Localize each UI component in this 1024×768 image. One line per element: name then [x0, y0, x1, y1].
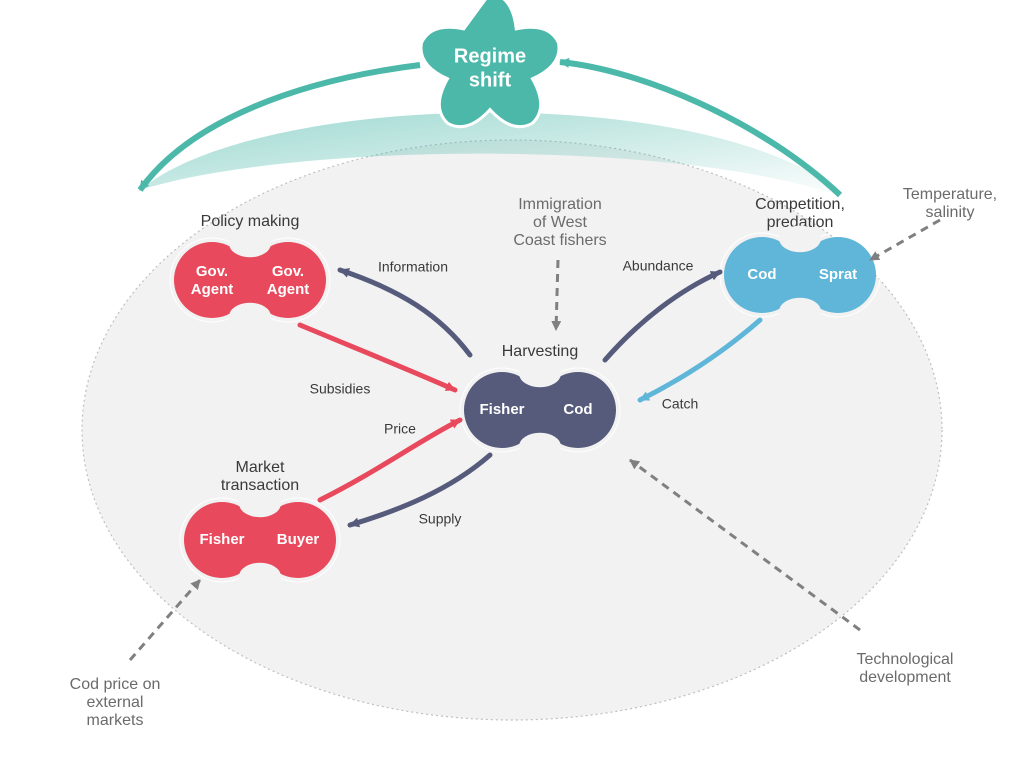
policy-right-2: Agent [267, 281, 310, 298]
ext-label-immigration-3: Coast fishers [513, 232, 606, 249]
arrow-label-subsidies: Subsidies [310, 381, 371, 397]
ext-arrow-temperature [870, 220, 940, 260]
ext-label-temperature-2: salinity [926, 204, 975, 221]
market-left: Fisher [199, 531, 244, 548]
ext-label-temperature-1: Temperature, [903, 186, 997, 203]
arrow-label-supply: Supply [419, 511, 462, 527]
policy-right-1: Gov. [272, 263, 304, 280]
arrow-label-information: Information [378, 259, 448, 275]
competition-left: Cod [747, 266, 776, 283]
regime-label-2: shift [469, 69, 512, 91]
ext-label-technology-2: development [859, 669, 951, 686]
policy-left-1: Gov. [196, 263, 228, 280]
arrow-label-price: Price [384, 421, 416, 437]
policy-left-2: Agent [191, 281, 234, 298]
harvesting-left: Fisher [479, 401, 524, 418]
ext-label-immigration-1: Immigration [518, 196, 602, 213]
diagram-svg: RegimeshiftPolicy makingGov.AgentGov.Age… [0, 0, 1024, 768]
competition-right: Sprat [819, 266, 857, 283]
harvesting-title: Harvesting [502, 343, 578, 360]
diagram-root: RegimeshiftPolicy makingGov.AgentGov.Age… [0, 0, 1024, 768]
arrow-label-abundance: Abundance [623, 258, 694, 274]
competition-title-1: Competition, [755, 196, 845, 213]
market-right: Buyer [277, 531, 320, 548]
regime-label-1: Regime [454, 45, 526, 67]
ext-label-immigration-2: of West [533, 214, 588, 231]
ext-label-codprice-1: Cod price on [70, 676, 161, 693]
market-title-1: Market [236, 459, 285, 476]
arrow-label-catch: Catch [662, 396, 699, 412]
ext-label-technology-1: Technological [857, 651, 954, 668]
ext-label-codprice-2: external [87, 694, 144, 711]
policy-title: Policy making [201, 213, 300, 230]
ext-label-codprice-3: markets [87, 712, 144, 729]
harvesting-right: Cod [563, 401, 592, 418]
